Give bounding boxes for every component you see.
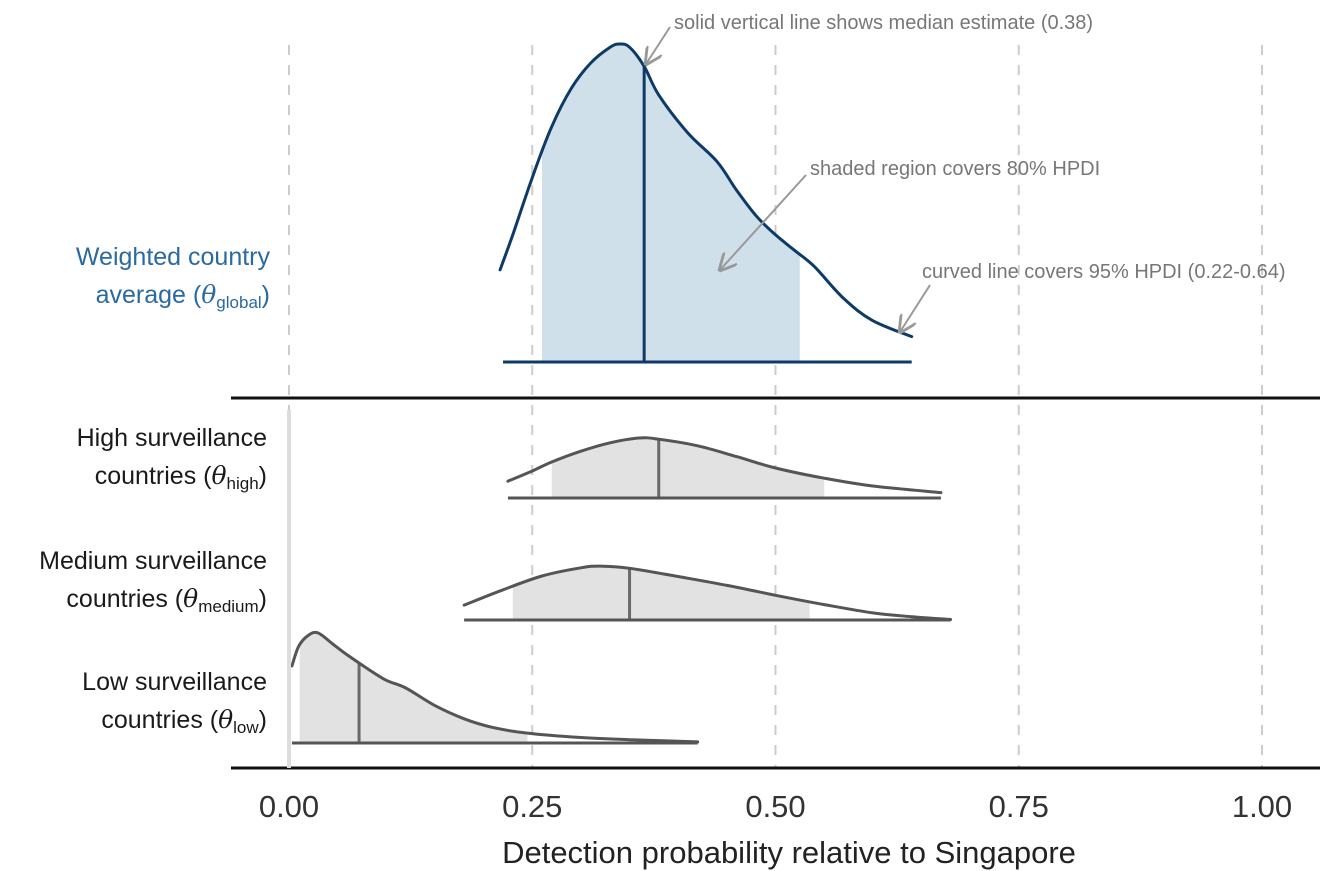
series-medium: [462, 564, 953, 622]
hpdi80-region-medium: [512, 566, 810, 620]
hpdi80-region-high: [551, 438, 825, 498]
x-tick-label: 0.50: [745, 789, 805, 824]
series-global: [498, 42, 914, 364]
x-tick-label: 0.75: [989, 789, 1049, 824]
series-label-line2-high: countries (θhigh): [95, 461, 267, 493]
hpdi80-region-global: [542, 44, 800, 362]
annotation-arrow-hpdi95: [900, 284, 931, 332]
annotation-arrow-median: [646, 26, 671, 64]
series-label-medium: Medium surveillance: [39, 547, 267, 575]
x-axis-title: Detection probability relative to Singap…: [502, 835, 1076, 870]
series-label-global: Weighted country: [76, 243, 271, 271]
series-high: [506, 436, 943, 500]
series-label-line2-global: average (θglobal): [96, 280, 270, 312]
density-curve-medium: [462, 564, 953, 621]
series-label-low: Low surveillance: [82, 668, 267, 696]
series-label-line2-medium: countries (θmedium): [66, 584, 267, 616]
series-label-line2-low: countries (θlow): [101, 705, 267, 737]
series-label-high: High surveillance: [77, 424, 267, 452]
x-tick-label: 0.25: [502, 789, 562, 824]
annotation-hpdi95: curved line covers 95% HPDI (0.22-0.64): [922, 261, 1286, 283]
x-tick-label: 1.00: [1232, 789, 1292, 824]
hpdi80-region-low: [299, 633, 528, 743]
annotation-arrow-hpdi80: [720, 174, 807, 270]
annotation-median: solid vertical line shows median estimat…: [674, 12, 1093, 34]
density-curve-low: [290, 630, 700, 744]
x-tick-label: 0.00: [259, 789, 319, 824]
annotation-hpdi80: shaded region covers 80% HPDI: [810, 158, 1100, 180]
density-curve-global: [498, 42, 914, 339]
series-low: [290, 630, 700, 745]
density-curve-high: [506, 436, 943, 495]
